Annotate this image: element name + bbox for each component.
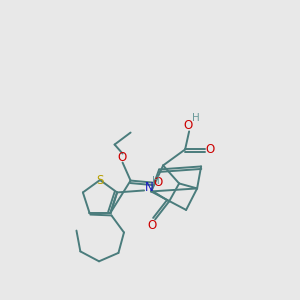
Text: O: O — [206, 143, 215, 156]
Text: S: S — [96, 175, 104, 188]
Text: H: H — [152, 176, 160, 186]
Text: O: O — [184, 119, 193, 132]
Text: O: O — [153, 176, 162, 189]
Text: N: N — [145, 181, 154, 194]
Text: O: O — [117, 151, 126, 164]
Text: O: O — [148, 219, 157, 232]
Text: H: H — [192, 113, 200, 123]
